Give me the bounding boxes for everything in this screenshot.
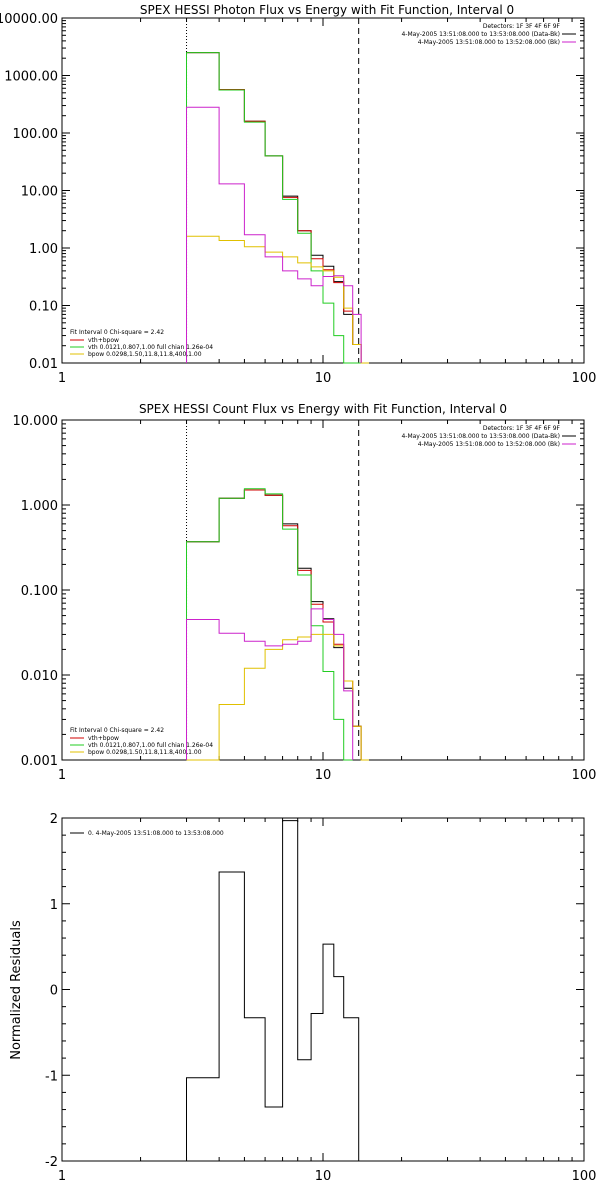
series-group: [186, 52, 369, 364]
marker-lines: [186, 420, 360, 760]
detector-legend: Detectors: 1F 3F 4F 6F 9F 4-May-2005 13:…: [401, 23, 576, 46]
chart-title: SPEX HESSI Photon Flux vs Energy with Fi…: [140, 3, 514, 17]
y-tick-label: 1000.00: [4, 70, 58, 85]
y-tick-label: 0.100: [21, 584, 58, 599]
count-flux-panel: SPEX HESSI Count Flux vs Energy with Fit…: [13, 402, 597, 783]
photon-flux-panel: SPEX HESSI Photon Flux vs Energy with Fi…: [0, 3, 596, 386]
x-tick-label: 1: [58, 1169, 66, 1184]
fit-vth-text: vth 0.0121,0.807,1.00 full chian 1.26e-0…: [88, 742, 213, 749]
series-line-2: [186, 488, 353, 761]
detector-legend: Detectors: 1F 3F 4F 6F 9F 4-May-2005 13:…: [401, 425, 576, 448]
y-tick-label: 10000.00: [0, 12, 58, 27]
marker-lines: [186, 18, 360, 363]
y-tick-label: 0: [50, 984, 58, 999]
y-tick-label: 100.00: [13, 127, 59, 142]
y-tick-label: 0.10: [29, 300, 58, 315]
x-ticks: 1 10 100: [58, 818, 597, 1184]
y-ticks: 0.001 0.010 0.100 1.000 10.000: [13, 414, 584, 769]
y-tick-label: 1.00: [29, 242, 58, 257]
fit-bpow-text: bpow 0.0298,1.50,11.8,11.8,400,1.00: [88, 749, 202, 756]
series-line-3: [186, 235, 369, 364]
detectors-text: Detectors: 1F 3F 4F 6F 9F: [483, 425, 561, 432]
series-group: [186, 820, 360, 1161]
x-tick-label: 10: [315, 1169, 332, 1184]
fit-legend: Fit Interval 0 Chi-square = 2.42 vth+bpo…: [70, 329, 213, 358]
y-tick-label: 1.000: [21, 499, 58, 514]
bk-interval-text: 4-May-2005 13:51:08.000 to 13:52:08.000 …: [418, 441, 560, 448]
x-tick-label: 1: [58, 768, 66, 783]
fit-vth-text: vth 0.0121,0.807,1.00 full chian 1.26e-0…: [88, 344, 213, 351]
x-tick-label: 100: [572, 768, 597, 783]
y-tick-label: 0.001: [21, 754, 58, 769]
chart-title: SPEX HESSI Count Flux vs Energy with Fit…: [139, 402, 507, 416]
y-tick-label: -1: [45, 1069, 58, 1084]
series-group: [186, 488, 369, 761]
fit-chi-text: Fit Interval 0 Chi-square = 2.42: [70, 727, 164, 734]
y-tick-label: 0.010: [21, 669, 58, 684]
x-tick-label: 100: [572, 1169, 597, 1184]
y-tick-label: 1: [50, 898, 58, 913]
x-ticks: 1 10 100: [58, 18, 597, 386]
detectors-text: Detectors: 1F 3F 4F 6F 9F: [483, 23, 561, 30]
residual-legend-text: 0. 4-May-2005 13:51:08.000 to 13:53:08.0…: [88, 830, 224, 837]
y-tick-label: 10.000: [13, 414, 59, 429]
y-tick-label: 0.01: [29, 357, 58, 372]
bk-interval-text: 4-May-2005 13:51:08.000 to 13:52:08.000 …: [418, 39, 560, 46]
y-ticks: 0.01 0.10 1.00 10.00 100.00 1000.00 10000.00: [0, 12, 584, 372]
fit-function-text: vth+bpow: [88, 735, 119, 742]
series-line-0: [186, 52, 362, 363]
series-line-4: [186, 608, 354, 760]
plot-frame: [61, 17, 585, 364]
plot-frame: [61, 419, 585, 761]
fit-chi-text: Fit Interval 0 Chi-square = 2.42: [70, 329, 164, 336]
y-axis-label: Normalized Residuals: [9, 920, 24, 1060]
y-ticks: -2 -1 0 1 2: [45, 812, 584, 1170]
series-line-1: [186, 52, 362, 363]
x-ticks: 1 10 100: [58, 420, 597, 783]
x-tick-label: 10: [315, 768, 332, 783]
series-line-0: [186, 820, 360, 1161]
series-line-3: [186, 633, 369, 761]
x-tick-label: 100: [572, 371, 597, 386]
x-tick-label: 1: [58, 371, 66, 386]
series-line-2: [186, 52, 362, 364]
data-interval-text: 4-May-2005 13:51:08.000 to 13:53:08.000 …: [401, 433, 560, 440]
y-tick-label: 2: [50, 812, 58, 827]
series-line-4: [186, 106, 362, 363]
fit-legend: Fit Interval 0 Chi-square = 2.42 vth+bpo…: [70, 727, 213, 756]
fit-function-text: vth+bpow: [88, 337, 119, 344]
x-tick-label: 10: [315, 371, 332, 386]
fit-bpow-text: bpow 0.0298,1.50,11.8,11.8,400,1.00: [88, 351, 202, 358]
y-tick-label: -2: [45, 1155, 58, 1170]
data-interval-text: 4-May-2005 13:51:08.000 to 13:53:08.000 …: [401, 31, 560, 38]
residual-legend: 0. 4-May-2005 13:51:08.000 to 13:53:08.0…: [70, 830, 224, 837]
residuals-panel: Normalized Residuals -2 -1 0 1 2 1 10 100 0. 4…: [9, 812, 596, 1184]
y-tick-label: 10.00: [21, 185, 58, 200]
